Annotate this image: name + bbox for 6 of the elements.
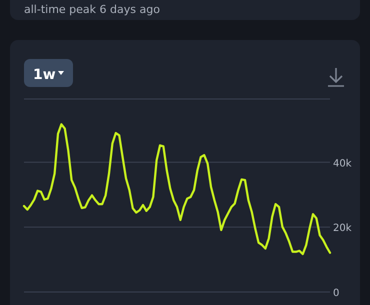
line-series: [22, 123, 332, 256]
y-tick-label: 20k: [333, 223, 352, 234]
y-tick-label: 0: [333, 288, 340, 299]
text: all-time peak 6 days ago: [24, 3, 160, 16]
range-dropdown: 1w: [24, 59, 73, 87]
y-tick-label: 40k: [333, 158, 352, 170]
